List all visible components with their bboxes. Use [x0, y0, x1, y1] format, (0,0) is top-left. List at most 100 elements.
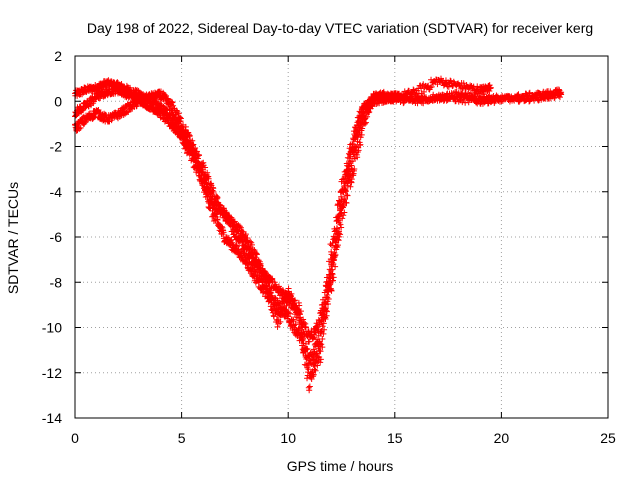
- data-point: [447, 77, 454, 84]
- data-point: [351, 136, 358, 143]
- data-point: [247, 238, 254, 245]
- data-point: [349, 141, 356, 148]
- data-point: [317, 359, 324, 366]
- data-point: [317, 348, 324, 355]
- data-point: [183, 137, 190, 144]
- data-point: [177, 115, 184, 122]
- data-point: [340, 212, 347, 219]
- data-point: [347, 151, 354, 158]
- data-point: [279, 310, 286, 317]
- data-point: [322, 305, 329, 312]
- grid-lines: [75, 56, 608, 418]
- data-point: [322, 314, 329, 321]
- data-point: [526, 90, 533, 97]
- data-point: [301, 331, 308, 338]
- data-point: [283, 294, 290, 301]
- data-point: [308, 376, 315, 383]
- data-point: [283, 302, 290, 309]
- data-point: [318, 328, 325, 335]
- data-point: [202, 164, 209, 171]
- data-point: [464, 90, 471, 97]
- data-point: [248, 241, 255, 248]
- data-point: [329, 259, 336, 266]
- data-point: [316, 340, 323, 347]
- data-point: [286, 310, 293, 317]
- data-point: [323, 287, 330, 294]
- data-point: [340, 189, 347, 196]
- data-point: [319, 323, 326, 330]
- data-point: [166, 114, 173, 121]
- data-point: [236, 223, 243, 230]
- y-tick-label: -8: [50, 274, 63, 290]
- data-point: [175, 110, 182, 117]
- data-point: [205, 175, 212, 182]
- data-point: [515, 91, 522, 98]
- series-track-c: [72, 86, 565, 394]
- data-point: [326, 266, 333, 273]
- data-point: [345, 168, 352, 175]
- data-point: [332, 263, 339, 270]
- data-point: [313, 350, 320, 357]
- data-point: [418, 85, 425, 92]
- x-tick-label: 25: [600, 430, 616, 446]
- data-point: [325, 282, 332, 289]
- data-point: [336, 213, 343, 220]
- y-tick-label: -6: [50, 229, 63, 245]
- data-point: [285, 309, 292, 316]
- data-point: [234, 243, 241, 250]
- data-point: [196, 152, 203, 159]
- data-point: [493, 92, 500, 99]
- data-point: [410, 86, 417, 93]
- data-point: [302, 340, 309, 347]
- data-point: [345, 163, 352, 170]
- data-point: [373, 100, 380, 107]
- data-point: [77, 124, 84, 131]
- data-point: [341, 209, 348, 216]
- data-point: [318, 341, 325, 348]
- data-point: [303, 345, 310, 352]
- data-point: [285, 285, 292, 292]
- data-point: [329, 252, 336, 259]
- data-point: [300, 316, 307, 323]
- data-point: [347, 183, 354, 190]
- data-point: [338, 188, 345, 195]
- data-point: [346, 155, 353, 162]
- data-point: [326, 273, 333, 280]
- data-point: [334, 201, 341, 208]
- data-point: [318, 320, 325, 327]
- data-point: [305, 366, 312, 373]
- data-point: [333, 243, 340, 250]
- y-tick-label: -12: [42, 365, 62, 381]
- chart-title: Day 198 of 2022, Sidereal Day-to-day VTE…: [87, 20, 593, 36]
- data-point: [265, 279, 272, 286]
- data-point: [253, 251, 260, 258]
- y-tick-label: -14: [42, 410, 62, 426]
- data-point: [269, 294, 276, 301]
- data-point: [296, 311, 303, 318]
- data-point: [348, 158, 355, 165]
- data-series: [72, 75, 565, 394]
- data-point: [204, 193, 211, 200]
- data-point: [220, 229, 227, 236]
- data-point: [300, 349, 307, 356]
- data-point: [344, 192, 351, 199]
- data-point: [514, 92, 521, 99]
- data-point: [355, 122, 362, 129]
- data-point: [218, 223, 225, 230]
- data-point: [338, 224, 345, 231]
- data-point: [327, 256, 334, 263]
- data-point: [344, 162, 351, 169]
- data-point: [428, 97, 435, 104]
- data-point: [335, 237, 342, 244]
- data-point: [268, 289, 275, 296]
- data-point: [327, 267, 334, 274]
- x-tick-label: 5: [178, 430, 186, 446]
- data-point: [354, 128, 361, 135]
- data-point: [125, 108, 132, 115]
- data-point: [328, 251, 335, 258]
- x-tick-label: 10: [280, 430, 296, 446]
- data-point: [445, 83, 452, 90]
- data-point: [428, 83, 435, 90]
- data-point: [348, 176, 355, 183]
- data-point: [302, 324, 309, 331]
